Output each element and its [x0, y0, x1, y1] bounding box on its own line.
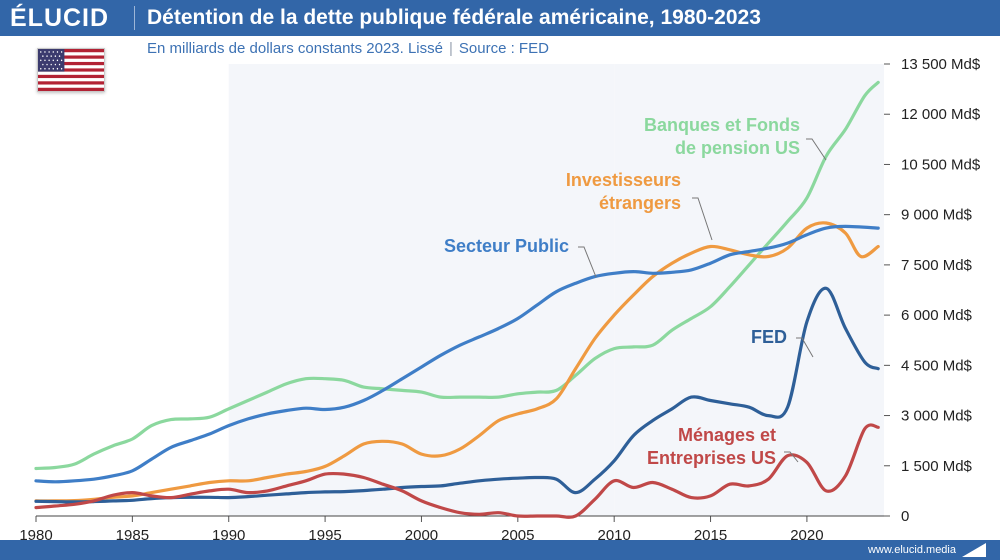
series-labels: Banques et Fonds de pension US Investisseu… — [444, 115, 800, 468]
label-fed: FED — [751, 327, 787, 347]
x-tick-label: 1995 — [308, 527, 341, 544]
label-secteur-public-line: Secteur Public — [444, 236, 569, 256]
y-tick-label: 3 000 Md$ — [901, 408, 973, 425]
elucid-mark-icon — [962, 543, 986, 557]
label-banques-pension-line: Banques et Fonds — [644, 115, 800, 135]
subtitle-divider: | — [449, 40, 453, 57]
x-tick-label: 2005 — [501, 527, 534, 544]
y-tick-label: 13 500 Md$ — [901, 56, 981, 73]
band-2000 — [421, 64, 615, 516]
label-menages-entreprises: Ménages et Entreprises US — [647, 425, 776, 468]
us-flag-icon — [37, 48, 105, 92]
leader-line — [578, 246, 597, 278]
band-2010 — [614, 64, 807, 516]
leader-line — [796, 337, 814, 358]
x-tick-label: 2010 — [597, 527, 630, 544]
y-tick-label: 9 000 Md$ — [901, 207, 973, 224]
label-investisseurs-etrangers-line: Investisseurs — [566, 170, 681, 190]
x-tick-label: 1980 — [19, 527, 52, 544]
band-1990 — [228, 64, 422, 516]
x-tick-label: 1990 — [212, 527, 245, 544]
label-menages-entreprises-line: Entreprises US — [647, 448, 776, 468]
header-separator — [134, 6, 135, 30]
leader-line — [784, 451, 799, 463]
leader-line — [692, 197, 713, 241]
y-tick-label: 12 000 Md$ — [901, 106, 981, 123]
y-tick-label: 4 500 Md$ — [901, 357, 973, 374]
header-bar: ÉLUCID Détention de la dette publique fé… — [0, 0, 1000, 36]
chart-title: Détention de la dette publique fédérale … — [147, 6, 761, 29]
series-lines — [34, 80, 880, 519]
label-banques-pension: Banques et Fonds de pension US — [644, 115, 800, 158]
label-secteur-public: Secteur Public — [444, 236, 569, 256]
series-menages-entreprises — [34, 423, 880, 519]
background-bands — [228, 64, 884, 516]
x-tick-label: 2020 — [790, 527, 823, 544]
y-tick-label: 10 500 Md$ — [901, 156, 981, 173]
x-axis-ticks: 1980 1985 1990 1995 2000 2005 2010 2015 2020 — [19, 516, 824, 544]
x-tick-label: 1985 — [116, 527, 149, 544]
series-secteur-public — [34, 224, 880, 484]
label-investisseurs-etrangers-line: étrangers — [599, 193, 681, 213]
leader-line — [806, 138, 827, 161]
elucid-logo: ÉLUCID — [10, 4, 110, 32]
y-tick-label: 0 — [901, 508, 909, 525]
label-leader-lines — [578, 138, 827, 463]
subtitle-text: En milliards de dollars constants 2023. … — [147, 40, 443, 57]
x-tick-label: 2000 — [405, 527, 438, 544]
label-menages-entreprises-line: Ménages et — [678, 425, 776, 445]
label-investisseurs-etrangers: Investisseurs étrangers — [566, 170, 681, 213]
x-tick-label: 2015 — [694, 527, 727, 544]
label-banques-pension-line: de pension US — [675, 138, 800, 158]
series-banques-pension — [34, 80, 880, 471]
footer-url[interactable]: www.elucid.media — [867, 544, 956, 556]
y-tick-label: 1 500 Md$ — [901, 458, 973, 475]
y-tick-label: 7 500 Md$ — [901, 257, 973, 274]
y-axis-ticks: 0 1 500 Md$ 3 000 Md$ 4 500 Md$ 6 000 Md$ 7 5… — [884, 56, 981, 525]
source-text: Source : FED — [458, 40, 549, 57]
label-fed-line: FED — [751, 327, 787, 347]
footer-bar: www.elucid.media — [0, 540, 1000, 560]
y-tick-label: 6 000 Md$ — [901, 307, 973, 324]
chart-subtitle: En milliards de dollars constants 2023. … — [147, 40, 549, 57]
